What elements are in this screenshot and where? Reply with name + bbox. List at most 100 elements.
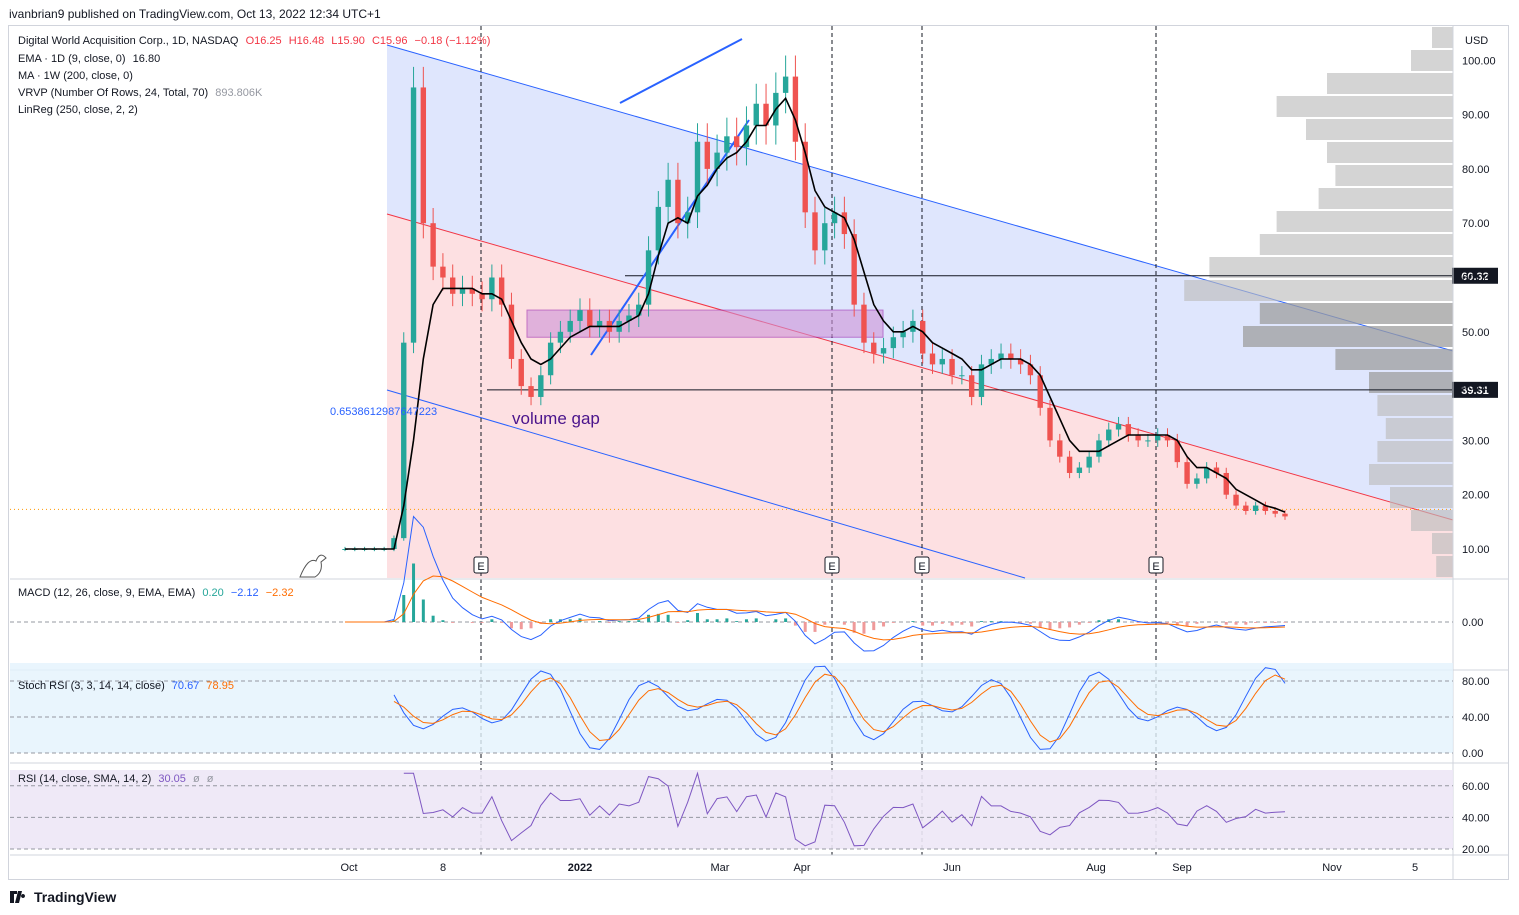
candle-body — [861, 304, 867, 343]
time-axis-tick: Sep — [1172, 862, 1192, 874]
volume-profile-row — [1243, 326, 1453, 347]
vrvp-label: VRVP (Number Of Rows, 24, Total, 70) — [18, 87, 209, 99]
main-legend: Digital World Acquisition Corp., 1D, NAS… — [18, 35, 494, 47]
price-axis-tick: 10.00 — [1462, 544, 1490, 556]
candle-body — [812, 212, 818, 251]
macd-histogram-bar — [705, 619, 709, 622]
ma-legend[interactable]: MA · 1W (200, close, 0) — [18, 70, 137, 82]
earnings-marker-label: E — [1152, 561, 1159, 573]
macd-histogram-bar — [1117, 619, 1121, 622]
candle-body — [401, 342, 407, 539]
time-axis-tick: Jun — [943, 862, 961, 874]
macd-histogram-bar — [627, 621, 631, 622]
candle-body — [1066, 456, 1073, 473]
macd-histogram-bar — [960, 622, 964, 625]
earnings-marker — [914, 556, 930, 574]
macd-histogram-bar — [1244, 622, 1248, 625]
tradingview-footer[interactable]: TradingView — [10, 889, 116, 905]
candle-body — [675, 179, 681, 224]
candle-body — [929, 353, 936, 365]
vrvp-legend[interactable]: VRVP (Number Of Rows, 24, Total, 70) 893… — [18, 87, 266, 99]
stoch-axis-tick: 0.00 — [1462, 748, 1483, 760]
macd-histogram-bar — [1175, 622, 1179, 626]
macd-histogram-bar — [1028, 622, 1032, 624]
price-axis-tick: 90.00 — [1462, 110, 1490, 122]
price-axis-tick: 40.00 — [1462, 381, 1490, 393]
volume-profile-row — [1385, 418, 1453, 439]
macd-histogram-bar — [891, 622, 895, 623]
candle-body — [596, 320, 603, 327]
close-value: C15.96 — [371, 35, 408, 47]
candle-body — [880, 348, 887, 354]
rsi-legend[interactable]: RSI (14, close, SMA, 14, 2) 30.05 ø ø — [18, 773, 217, 785]
macd-histogram-bar — [676, 622, 680, 623]
macd-histogram-bar — [412, 563, 416, 622]
macd-axis-tick: 0.00 — [1462, 617, 1483, 629]
wedge-upper-line — [619, 38, 743, 104]
candle-body — [792, 76, 799, 142]
volume-profile-row — [1184, 280, 1453, 301]
macd-histogram-bar — [607, 622, 611, 623]
price-axis-tick: 20.00 — [1462, 490, 1490, 502]
volume-profile-row — [1259, 234, 1453, 255]
macd-histogram-bar — [656, 613, 660, 622]
macd-histogram-bar — [970, 622, 974, 627]
earnings-marker-label: E — [918, 561, 925, 573]
candle-body — [831, 212, 838, 224]
candle-body — [1096, 440, 1102, 457]
volume-profile-row — [1411, 50, 1453, 71]
candle-body — [714, 152, 720, 169]
rsi-axis-tick: 40.00 — [1462, 812, 1490, 824]
macd-histogram-bar — [441, 620, 445, 622]
price-axis-tick: 30.00 — [1462, 435, 1490, 447]
candle-body — [1125, 424, 1132, 435]
macd-histogram-bar — [852, 622, 856, 633]
macd-histogram-bar — [1195, 622, 1199, 624]
macd-line — [345, 515, 1286, 652]
macd-histogram-bar — [1263, 622, 1267, 623]
candle-body — [1233, 494, 1239, 506]
price-axis-tick: 70.00 — [1462, 218, 1490, 230]
macd-histogram-bar — [647, 614, 651, 622]
wedge-lower-line — [590, 119, 750, 356]
macd-histogram-bar — [1224, 622, 1228, 625]
macd-histogram-bar — [1038, 622, 1042, 628]
linreg-lower-line — [386, 389, 1026, 579]
candle-body — [822, 223, 828, 251]
macd-legend[interactable]: MACD (12, 26, close, 9, EMA, EMA) 0.20 −… — [18, 587, 298, 599]
vrvp-value: 893.806K — [215, 87, 263, 99]
candle-body — [1252, 505, 1259, 511]
macd-histogram-bar — [696, 613, 699, 622]
candle-body — [968, 375, 975, 397]
ma-label: MA · 1W (200, close, 0) — [18, 70, 133, 82]
macd-histogram-bar — [940, 622, 944, 624]
macd-histogram-bar — [754, 618, 758, 622]
macd-histogram-bar — [921, 622, 925, 626]
candle-body — [469, 288, 475, 294]
candle-body — [1194, 478, 1200, 484]
candle-body — [939, 358, 945, 365]
volume-profile-row — [1276, 211, 1453, 232]
change-value: −0.18 (−1.12%) — [414, 35, 491, 47]
macd-histogram-bar — [509, 622, 513, 629]
fib-ratio-annotation: 0.6538612987647223 — [330, 406, 437, 418]
macd-histogram-bar — [735, 621, 739, 622]
macd-histogram-bar — [813, 622, 817, 632]
ema-legend[interactable]: EMA · 1D (9, close, 0) 16.80 — [18, 53, 164, 65]
macd-histogram-bar — [842, 622, 846, 625]
volume-profile-row — [1327, 73, 1453, 94]
volume-profile-row — [1432, 533, 1453, 554]
time-axis-tick: Aug — [1086, 862, 1106, 874]
linreg-label: LinReg (250, close, 2, 2) — [18, 104, 138, 116]
earnings-marker-label: E — [828, 561, 835, 573]
time-axis-tick: Mar — [711, 862, 730, 874]
stoch-legend[interactable]: Stoch RSI (3, 3, 14, 14, close) 70.67 78… — [18, 680, 238, 692]
symbol-label[interactable]: Digital World Acquisition Corp., 1D, NAS… — [18, 35, 239, 47]
linreg-legend[interactable]: LinReg (250, close, 2, 2) — [18, 104, 142, 116]
candle-body — [763, 103, 769, 126]
regression-mid-fill — [387, 214, 1453, 578]
earnings-marker — [824, 556, 840, 574]
volume-gap-box — [526, 309, 884, 338]
candle-body — [587, 310, 593, 327]
